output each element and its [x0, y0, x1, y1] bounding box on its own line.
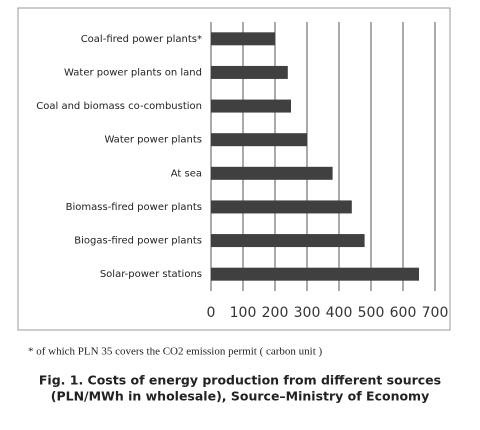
y-tick-label: Coal-fired power plants*: [81, 34, 202, 45]
x-tick-label: 300: [294, 305, 321, 321]
bar: [211, 99, 291, 113]
caption: Fig. 1. Costs of energy production from …: [39, 373, 441, 388]
bar: [211, 234, 365, 248]
bar: [211, 133, 307, 147]
caption: (PLN/MWh in wholesale), Source–Ministry …: [51, 389, 429, 404]
x-tick-label: 500: [358, 305, 385, 321]
bar: [211, 200, 352, 214]
x-tick-label: 600: [390, 305, 417, 321]
x-tick-label: 700: [422, 305, 449, 321]
bar: [211, 166, 333, 180]
x-tick-label: 0: [207, 305, 216, 321]
x-tick-label: 400: [326, 305, 353, 321]
y-tick-label: Solar-power stations: [100, 269, 202, 280]
y-tick-label: Water power plants on land: [64, 67, 202, 78]
bar: [211, 65, 288, 79]
y-tick-label: Biomass-fired power plants: [66, 202, 202, 213]
bar: [211, 267, 419, 281]
x-tick-label: 100: [230, 305, 257, 321]
y-tick-label: Coal and biomass co-combustion: [36, 101, 202, 112]
chart-frame: [17, 7, 451, 331]
x-tick-label: 200: [262, 305, 289, 321]
y-tick-label: Water power plants: [104, 135, 202, 146]
footnote: * of which PLN 35 covers the CO2 emissio…: [28, 346, 323, 358]
y-tick-label: Biogas-fired power plants: [74, 236, 202, 247]
y-tick-label: At sea: [171, 168, 202, 179]
bar: [211, 32, 275, 46]
